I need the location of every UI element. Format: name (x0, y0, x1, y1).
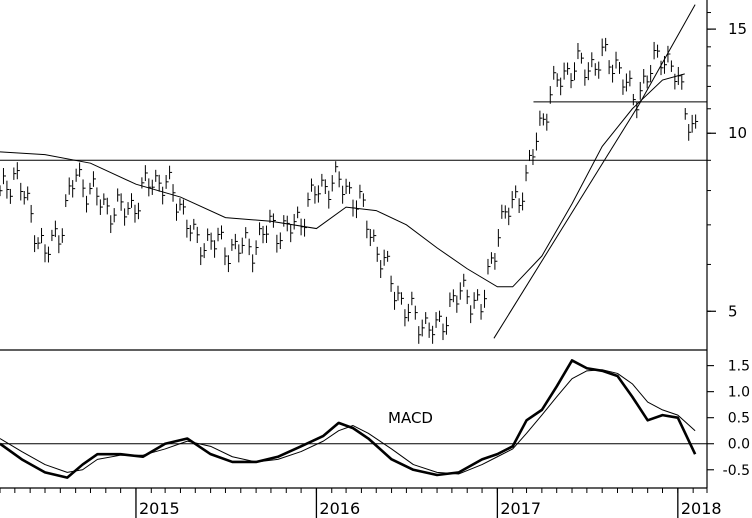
diagonal-trendline (493, 103, 640, 339)
price-y-axis: 5 10 15 (707, 12, 747, 320)
x-tick-label: 2015 (139, 499, 180, 518)
macd-line (0, 359, 697, 479)
x-tick-label: 2018 (681, 499, 722, 518)
macd-y-tick-label: -0.5 (723, 463, 750, 479)
macd-y-tick-label: 0.0 (728, 437, 750, 453)
macd-y-axis: -0.5 0.0 0.5 1.0 1.5 (707, 359, 750, 479)
moving-average-line (0, 73, 685, 288)
macd-annotation: MACD (388, 409, 433, 427)
price-bars (0, 37, 699, 344)
price-y-tick-label: 15 (728, 20, 747, 38)
trendlines (0, 4, 707, 339)
x-axis: 2015 2016 2017 2018 (0, 488, 722, 518)
price-panel (0, 4, 707, 344)
macd-panel: MACD (0, 359, 707, 479)
macd-y-tick-label: 1.0 (728, 385, 750, 401)
macd-y-tick-label: 1.5 (728, 359, 750, 375)
price-y-tick-label: 10 (728, 124, 747, 142)
x-tick-label: 2016 (319, 499, 360, 518)
diagonal-trendline (638, 4, 696, 105)
macd-y-tick-label: 0.5 (728, 411, 750, 427)
signal-line (0, 369, 696, 475)
price-y-tick-label: 5 (728, 302, 738, 320)
x-tick-label: 2017 (500, 499, 541, 518)
macd-series-group (0, 359, 697, 479)
